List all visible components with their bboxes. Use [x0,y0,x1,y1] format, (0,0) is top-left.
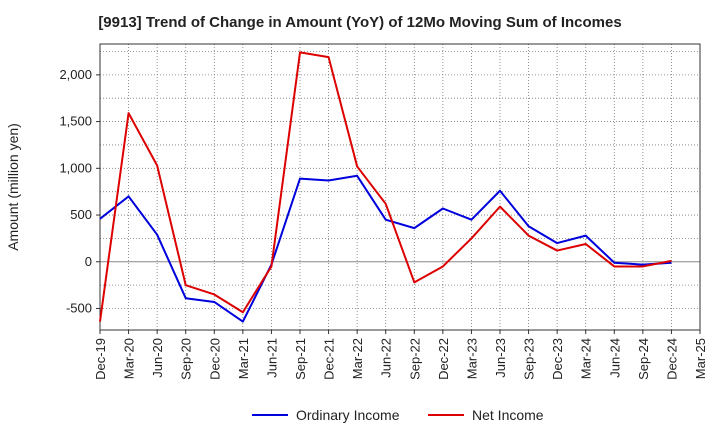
plot-frame [99,43,701,331]
y-tick-label: 2,000 [59,67,92,82]
y-tick-label: -500 [66,301,92,316]
x-tick-label: Sep-23 [522,338,537,380]
x-tick-label: Jun-21 [264,338,279,378]
x-tick-label: Mar-24 [579,338,594,379]
x-tick-label: Sep-24 [636,338,651,380]
legend-label-0: Ordinary Income [296,407,400,423]
y-tick-label: 1,000 [59,160,92,175]
x-tick-label: Mar-25 [693,338,708,379]
x-tick-label: Dec-23 [550,338,565,380]
y-tick-label: 1,500 [59,114,92,129]
x-tick-label: Dec-24 [664,338,679,380]
y-tick-label: 0 [85,254,92,269]
x-tick-label: Mar-22 [350,338,365,379]
series-layer [99,51,672,323]
y-axis-label: Amount (million yen) [5,123,21,251]
axis-layer: -500 0 500 1,000 1,500 2,000 Dec-19 Mar-20 Jun-2… [5,43,708,380]
x-tick-label: Jun-20 [150,338,165,378]
y-tick-label: 500 [70,207,92,222]
x-tick-label: Jun-24 [607,338,622,378]
chart-title: [9913] Trend of Change in Amount (YoY) o… [98,14,622,31]
legend-label-1: Net Income [472,407,544,423]
x-tick-label: Sep-21 [293,338,308,380]
x-tick-label: Mar-23 [464,338,479,379]
series-line-0 [99,174,672,323]
x-tick-label: Sep-20 [179,338,194,380]
grid-layer [99,44,701,330]
legend-layer: Ordinary Income Net Income [252,407,544,423]
x-tick-label: Sep-22 [407,338,422,380]
x-tick-label: Jun-23 [493,338,508,378]
series-line-1 [99,51,672,322]
x-tick-label: Dec-22 [436,338,451,380]
x-tick-label: Mar-20 [122,338,137,379]
x-tick-label: Dec-21 [322,338,337,380]
x-tick-label: Dec-20 [207,338,222,380]
x-tick-label: Dec-19 [93,338,108,380]
x-tick-label: Jun-22 [379,338,394,378]
x-tick-label: Mar-21 [236,338,251,379]
